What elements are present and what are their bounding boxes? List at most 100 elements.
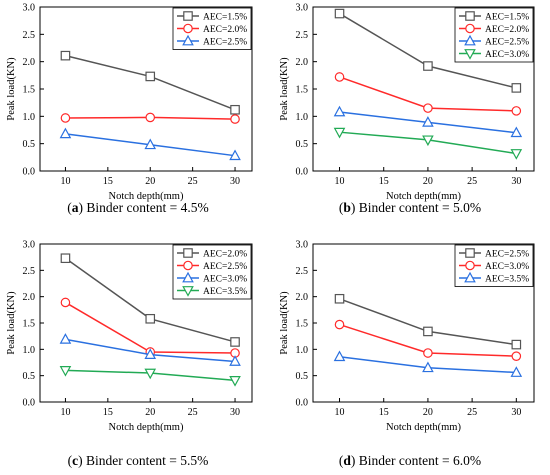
data-point-2-1 [144, 348, 157, 359]
y-axis-title: Peak load(KN) [6, 57, 17, 121]
legend-marker-1 [183, 260, 193, 271]
x-tick-label: 30 [230, 407, 240, 418]
y-tick-label: 2.5 [23, 266, 36, 277]
x-axis-title: Notch depth(mm) [386, 191, 461, 202]
legend-label-0: AEC=1.5% [485, 12, 529, 22]
legend-label-2: AEC=2.5% [485, 37, 529, 47]
legend-marker-0 [183, 248, 193, 258]
chart-panel-c: 0.0 0.5 1.0 1.5 2.0 2.5 3.0 10 15 20 25 30 Notch dep… [6, 240, 253, 433]
caption-text: Binder content = 4.5% [86, 200, 208, 215]
caption-open-paren: ( [67, 200, 72, 215]
data-point-3-1 [144, 368, 157, 380]
data-point-0-0 [334, 8, 345, 19]
caption-close-paren: ) [351, 200, 359, 215]
caption-letter: a [72, 200, 79, 215]
caption-letter: b [343, 200, 351, 215]
data-point-0-0 [60, 253, 71, 264]
x-tick-label: 30 [230, 176, 240, 187]
y-tick-label: 0.0 [23, 167, 36, 178]
legend-marker-2 [182, 271, 194, 283]
legend-label-3: AEC=3.0% [485, 50, 529, 60]
panel-caption: (d) Binder content = 6.0% [339, 453, 481, 468]
y-tick-label: 0.0 [296, 167, 309, 178]
data-point-1-0 [60, 113, 71, 123]
caption-text: Binder content = 5.5% [86, 453, 208, 468]
series-line-0 [65, 54, 236, 111]
y-tick-label: 1.0 [23, 112, 36, 123]
y-axis-title: Peak load(KN) [6, 291, 17, 355]
data-point-0-2 [511, 339, 522, 350]
caption-open-paren: ( [339, 453, 344, 468]
data-point-1-0 [334, 72, 345, 82]
caption-open-paren: ( [339, 200, 344, 215]
x-tick-label: 25 [188, 407, 198, 418]
y-tick-label: 2.0 [296, 292, 309, 303]
caption-letter: c [72, 453, 78, 468]
y-tick-label: 2.0 [23, 292, 36, 303]
data-point-3-0 [333, 127, 346, 139]
data-point-2-2 [510, 366, 523, 377]
legend-marker-0 [465, 248, 475, 258]
y-tick-label: 2.5 [296, 30, 309, 41]
y-tick-label: 1.5 [23, 85, 36, 96]
caption-close-paren: ) [78, 453, 86, 468]
data-point-0-1 [423, 61, 433, 71]
legend-label-1: AEC=2.0% [203, 25, 247, 35]
x-tick-label: 20 [423, 407, 433, 418]
data-point-2-0 [59, 333, 72, 344]
legend-label-0: AEC=1.5% [203, 12, 247, 22]
y-tick-label: 3.0 [296, 3, 309, 14]
data-point-2-2 [229, 149, 241, 161]
data-point-1-1 [145, 112, 156, 123]
legend-marker-2 [464, 34, 476, 46]
x-tick-label: 10 [60, 176, 70, 187]
x-tick-label: 15 [379, 176, 389, 187]
x-tick-label: 25 [188, 176, 198, 187]
data-point-0-2 [230, 337, 240, 347]
y-tick-label: 3.0 [23, 3, 36, 14]
data-point-1-1 [423, 348, 433, 358]
data-point-2-1 [422, 361, 434, 373]
legend-marker-1 [183, 23, 193, 34]
y-tick-label: 3.0 [296, 240, 309, 251]
data-point-2-1 [422, 116, 434, 127]
chart-panel-d: 0.0 0.5 1.0 1.5 2.0 2.5 3.0 10 15 20 25 30 Notch dep… [279, 240, 535, 433]
legend-label-3: AEC=3.5% [203, 287, 247, 297]
legend-marker-2 [182, 34, 194, 46]
y-tick-label: 0.0 [23, 398, 36, 409]
x-tick-label: 10 [335, 176, 345, 187]
legend-label-1: AEC=2.0% [485, 25, 529, 35]
panel-caption: (b) Binder content = 5.0% [339, 200, 481, 215]
data-point-2-0 [59, 127, 72, 139]
data-point-3-1 [422, 135, 434, 147]
legend-marker-3 [464, 49, 476, 60]
data-point-1-2 [511, 351, 522, 361]
data-point-1-0 [60, 297, 71, 308]
x-tick-label: 15 [103, 176, 113, 187]
x-tick-label: 15 [103, 407, 113, 418]
y-tick-label: 0.5 [23, 371, 36, 382]
data-point-3-2 [229, 376, 241, 387]
data-point-2-2 [510, 126, 523, 138]
chart-panel-a: 0.0 0.5 1.0 1.5 2.0 2.5 3.0 10 15 20 25 30 Notch dep… [6, 3, 253, 202]
y-tick-label: 1.0 [296, 112, 309, 123]
data-point-2-2 [229, 355, 241, 366]
x-tick-label: 30 [511, 407, 521, 418]
legend-marker-0 [183, 11, 193, 21]
y-tick-label: 2.0 [23, 57, 36, 68]
y-tick-label: 0.5 [296, 371, 309, 382]
legend-label-2: AEC=3.0% [203, 274, 247, 284]
x-axis-title: Notch depth(mm) [109, 191, 184, 202]
x-axis-title: Notch depth(mm) [386, 422, 461, 433]
y-tick-label: 1.5 [296, 319, 309, 330]
y-tick-label: 0.5 [23, 139, 36, 150]
legend-marker-1 [465, 260, 475, 271]
data-point-1-0 [334, 319, 345, 330]
x-tick-label: 10 [335, 407, 345, 418]
legend-label-2: AEC=3.5% [485, 274, 529, 284]
x-tick-label: 10 [60, 407, 70, 418]
legend: AEC=2.0% AEC=2.5% AEC=3.0% AEC=3.5% [172, 244, 252, 300]
chart-panel-b: 0.0 0.5 1.0 1.5 2.0 2.5 3.0 10 15 20 25 30 Notch dep… [279, 3, 535, 202]
legend: AEC=2.5% AEC=3.0% AEC=3.5% [454, 244, 534, 287]
